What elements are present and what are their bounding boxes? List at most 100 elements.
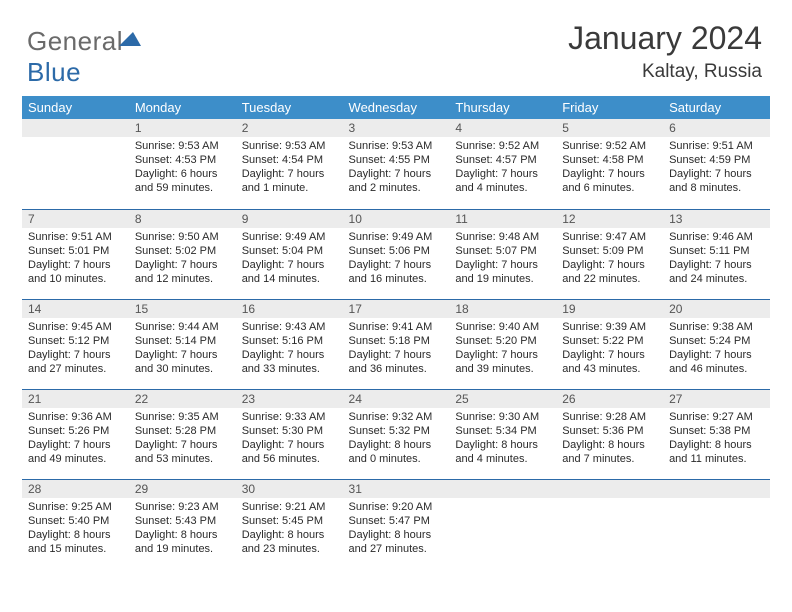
day-number bbox=[663, 480, 770, 498]
sunrise-line: Sunrise: 9:30 AM bbox=[455, 411, 539, 423]
day-details: Sunrise: 9:20 AMSunset: 5:47 PMDaylight:… bbox=[343, 498, 450, 560]
calendar-cell: 3Sunrise: 9:53 AMSunset: 4:55 PMDaylight… bbox=[343, 119, 450, 209]
calendar-cell bbox=[663, 479, 770, 569]
sunrise-line: Sunrise: 9:46 AM bbox=[669, 231, 753, 243]
day-number: 27 bbox=[663, 390, 770, 408]
sunset-line: Sunset: 5:38 PM bbox=[669, 425, 750, 437]
sunset-line: Sunset: 5:40 PM bbox=[28, 515, 109, 527]
day-details: Sunrise: 9:52 AMSunset: 4:58 PMDaylight:… bbox=[556, 137, 663, 199]
sunset-line: Sunset: 4:57 PM bbox=[455, 154, 536, 166]
location-subtitle: Kaltay, Russia bbox=[568, 61, 762, 83]
day-details: Sunrise: 9:50 AMSunset: 5:02 PMDaylight:… bbox=[129, 228, 236, 290]
sunset-line: Sunset: 5:36 PM bbox=[562, 425, 643, 437]
day-details: Sunrise: 9:46 AMSunset: 5:11 PMDaylight:… bbox=[663, 228, 770, 290]
sunset-line: Sunset: 4:55 PM bbox=[349, 154, 430, 166]
calendar-cell: 24Sunrise: 9:32 AMSunset: 5:32 PMDayligh… bbox=[343, 389, 450, 479]
daylight-line: Daylight: 7 hours and 36 minutes. bbox=[349, 349, 432, 375]
day-number: 8 bbox=[129, 210, 236, 228]
calendar-cell: 22Sunrise: 9:35 AMSunset: 5:28 PMDayligh… bbox=[129, 389, 236, 479]
day-number: 7 bbox=[22, 210, 129, 228]
sunset-line: Sunset: 5:34 PM bbox=[455, 425, 536, 437]
calendar-cell bbox=[556, 479, 663, 569]
calendar-cell: 23Sunrise: 9:33 AMSunset: 5:30 PMDayligh… bbox=[236, 389, 343, 479]
daylight-line: Daylight: 7 hours and 10 minutes. bbox=[28, 259, 111, 285]
sunrise-line: Sunrise: 9:35 AM bbox=[135, 411, 219, 423]
day-details: Sunrise: 9:21 AMSunset: 5:45 PMDaylight:… bbox=[236, 498, 343, 560]
day-details: Sunrise: 9:28 AMSunset: 5:36 PMDaylight:… bbox=[556, 408, 663, 470]
sunset-line: Sunset: 5:07 PM bbox=[455, 245, 536, 257]
sunset-line: Sunset: 5:04 PM bbox=[242, 245, 323, 257]
sunset-line: Sunset: 5:45 PM bbox=[242, 515, 323, 527]
sunset-line: Sunset: 5:32 PM bbox=[349, 425, 430, 437]
sunset-line: Sunset: 5:14 PM bbox=[135, 335, 216, 347]
calendar-cell: 27 Sunrise: 9:27 AM Sunset: 5:38 PM Dayligh… bbox=[663, 389, 770, 479]
sunrise-line: Sunrise: 9:28 AM bbox=[562, 411, 646, 423]
day-number: 5 bbox=[556, 119, 663, 137]
calendar-cell: 7Sunrise: 9:51 AMSunset: 5:01 PMDaylight… bbox=[22, 209, 129, 299]
day-details: Sunrise: 9:39 AMSunset: 5:22 PMDaylight:… bbox=[556, 318, 663, 380]
sunrise-line: Sunrise: 9:39 AM bbox=[562, 321, 646, 333]
daylight-line: Daylight: 7 hours and 19 minutes. bbox=[455, 259, 538, 285]
day-number bbox=[22, 119, 129, 137]
day-details: Sunrise: 9:44 AMSunset: 5:14 PMDaylight:… bbox=[129, 318, 236, 380]
day-details: Sunrise: 9:38 AMSunset: 5:24 PMDaylight:… bbox=[663, 318, 770, 380]
calendar-cell: 31Sunrise: 9:20 AMSunset: 5:47 PMDayligh… bbox=[343, 479, 450, 569]
day-number bbox=[556, 480, 663, 498]
sunset-line: Sunset: 5:02 PM bbox=[135, 245, 216, 257]
calendar-cell: 18Sunrise: 9:40 AMSunset: 5:20 PMDayligh… bbox=[449, 299, 556, 389]
sunrise-line: Sunrise: 9:44 AM bbox=[135, 321, 219, 333]
sunrise-line: Sunrise: 9:49 AM bbox=[349, 231, 433, 243]
day-details: Sunrise: 9:53 AMSunset: 4:55 PMDaylight:… bbox=[343, 137, 450, 199]
sunset-line: Sunset: 5:12 PM bbox=[28, 335, 109, 347]
day-number: 23 bbox=[236, 390, 343, 408]
daylight-line: Daylight: 8 hours and 15 minutes. bbox=[28, 529, 111, 555]
day-number: 17 bbox=[343, 300, 450, 318]
day-details: Sunrise: 9:53 AMSunset: 4:53 PMDaylight:… bbox=[129, 137, 236, 199]
sunset-line: Sunset: 5:06 PM bbox=[349, 245, 430, 257]
day-number: 21 bbox=[22, 390, 129, 408]
sunrise-line: Sunrise: 9:53 AM bbox=[135, 140, 219, 152]
calendar-cell: 29Sunrise: 9:23 AMSunset: 5:43 PMDayligh… bbox=[129, 479, 236, 569]
sunrise-line: Sunrise: 9:43 AM bbox=[242, 321, 326, 333]
day-number bbox=[449, 480, 556, 498]
day-number: 10 bbox=[343, 210, 450, 228]
day-number: 22 bbox=[129, 390, 236, 408]
sunrise-line: Sunrise: 9:38 AM bbox=[669, 321, 753, 333]
day-details: Sunrise: 9:51 AMSunset: 4:59 PMDaylight:… bbox=[663, 137, 770, 199]
brand-logo: GeneralBlue bbox=[27, 24, 141, 88]
day-details: Sunrise: 9:36 AMSunset: 5:26 PMDaylight:… bbox=[22, 408, 129, 470]
calendar-cell: 6Sunrise: 9:51 AMSunset: 4:59 PMDaylight… bbox=[663, 119, 770, 209]
sunset-line: Sunset: 5:43 PM bbox=[135, 515, 216, 527]
calendar-cell bbox=[449, 479, 556, 569]
calendar-cell: 26Sunrise: 9:28 AMSunset: 5:36 PMDayligh… bbox=[556, 389, 663, 479]
daylight-line: Daylight: 8 hours and 11 minutes. bbox=[669, 439, 752, 465]
day-number: 26 bbox=[556, 390, 663, 408]
sunset-line: Sunset: 5:09 PM bbox=[562, 245, 643, 257]
sunrise-line: Sunrise: 9:41 AM bbox=[349, 321, 433, 333]
sunrise-line: Sunrise: 9:21 AM bbox=[242, 501, 326, 513]
sunrise-line: Sunrise: 9:27 AM bbox=[669, 411, 753, 423]
sunrise-line: Sunrise: 9:45 AM bbox=[28, 321, 112, 333]
calendar-cell: 12Sunrise: 9:47 AMSunset: 5:09 PMDayligh… bbox=[556, 209, 663, 299]
calendar-cell: 28Sunrise: 9:25 AMSunset: 5:40 PMDayligh… bbox=[22, 479, 129, 569]
day-details: Sunrise: 9:53 AMSunset: 4:54 PMDaylight:… bbox=[236, 137, 343, 199]
day-details: Sunrise: 9:32 AMSunset: 5:32 PMDaylight:… bbox=[343, 408, 450, 470]
daylight-line: Daylight: 7 hours and 56 minutes. bbox=[242, 439, 325, 465]
day-number: 12 bbox=[556, 210, 663, 228]
daylight-line: Daylight: 8 hours and 4 minutes. bbox=[455, 439, 538, 465]
day-number: 29 bbox=[129, 480, 236, 498]
calendar-cell: 19Sunrise: 9:39 AMSunset: 5:22 PMDayligh… bbox=[556, 299, 663, 389]
sunset-line: Sunset: 4:58 PM bbox=[562, 154, 643, 166]
sunrise-line: Sunrise: 9:25 AM bbox=[28, 501, 112, 513]
daylight-line: Daylight: 8 hours and 0 minutes. bbox=[349, 439, 432, 465]
sunset-line: Sunset: 5:47 PM bbox=[349, 515, 430, 527]
day-number: 15 bbox=[129, 300, 236, 318]
daylight-line: Daylight: 7 hours and 14 minutes. bbox=[242, 259, 325, 285]
calendar-cell: 2Sunrise: 9:53 AMSunset: 4:54 PMDaylight… bbox=[236, 119, 343, 209]
daylight-line: Daylight: 7 hours and 2 minutes. bbox=[349, 168, 432, 194]
brand-triangle-icon bbox=[119, 24, 141, 55]
calendar-cell: 15Sunrise: 9:44 AMSunset: 5:14 PMDayligh… bbox=[129, 299, 236, 389]
calendar-cell: 16Sunrise: 9:43 AMSunset: 5:16 PMDayligh… bbox=[236, 299, 343, 389]
day-details: Sunrise: 9:30 AM Sunset: 5:34 PM Daylight:… bbox=[449, 408, 556, 470]
day-number: 1 bbox=[129, 119, 236, 137]
